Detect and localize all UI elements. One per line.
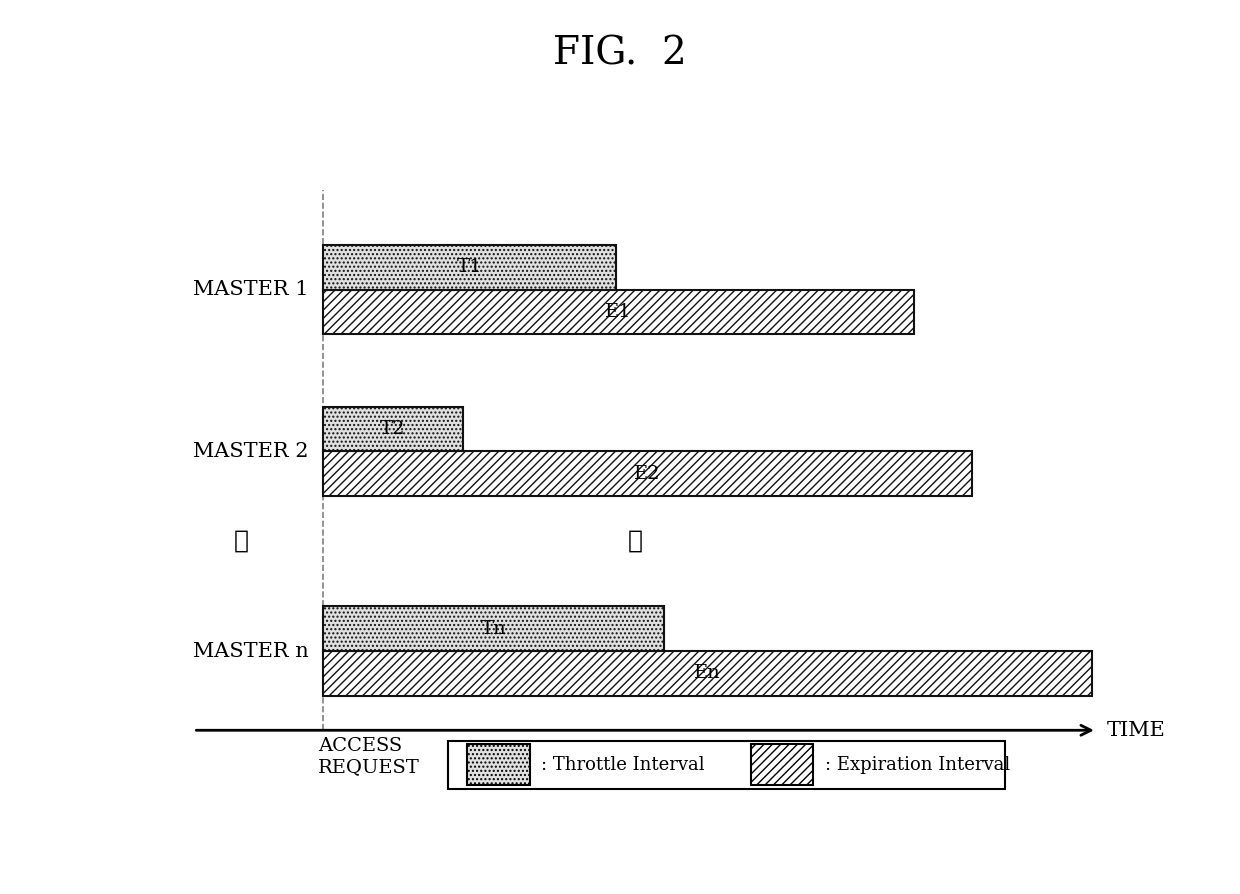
Bar xyxy=(324,606,665,651)
Text: E1: E1 xyxy=(605,303,632,321)
Text: TIME: TIME xyxy=(1106,721,1166,739)
Text: E2: E2 xyxy=(635,465,661,483)
Bar xyxy=(324,245,616,290)
Bar xyxy=(467,744,529,785)
Bar xyxy=(324,451,972,496)
Text: ACCESS
REQUEST: ACCESS REQUEST xyxy=(319,738,420,776)
Text: : Throttle Interval: : Throttle Interval xyxy=(542,755,706,773)
Text: Tn: Tn xyxy=(481,620,507,637)
Text: MASTER 1: MASTER 1 xyxy=(193,280,309,299)
Text: En: En xyxy=(694,664,720,682)
Bar xyxy=(324,290,914,334)
Text: ⋮: ⋮ xyxy=(234,529,249,552)
Text: FIG.  2: FIG. 2 xyxy=(553,36,687,72)
Bar xyxy=(324,407,463,451)
Text: MASTER n: MASTER n xyxy=(193,642,309,661)
Text: ⋮: ⋮ xyxy=(627,529,644,552)
Text: MASTER 2: MASTER 2 xyxy=(193,442,309,461)
Text: T1: T1 xyxy=(458,258,482,276)
Bar xyxy=(448,740,1006,789)
Text: : Expiration Interval: : Expiration Interval xyxy=(825,755,1011,773)
Text: T2: T2 xyxy=(381,420,405,438)
Bar xyxy=(324,651,1092,696)
Bar xyxy=(751,744,813,785)
